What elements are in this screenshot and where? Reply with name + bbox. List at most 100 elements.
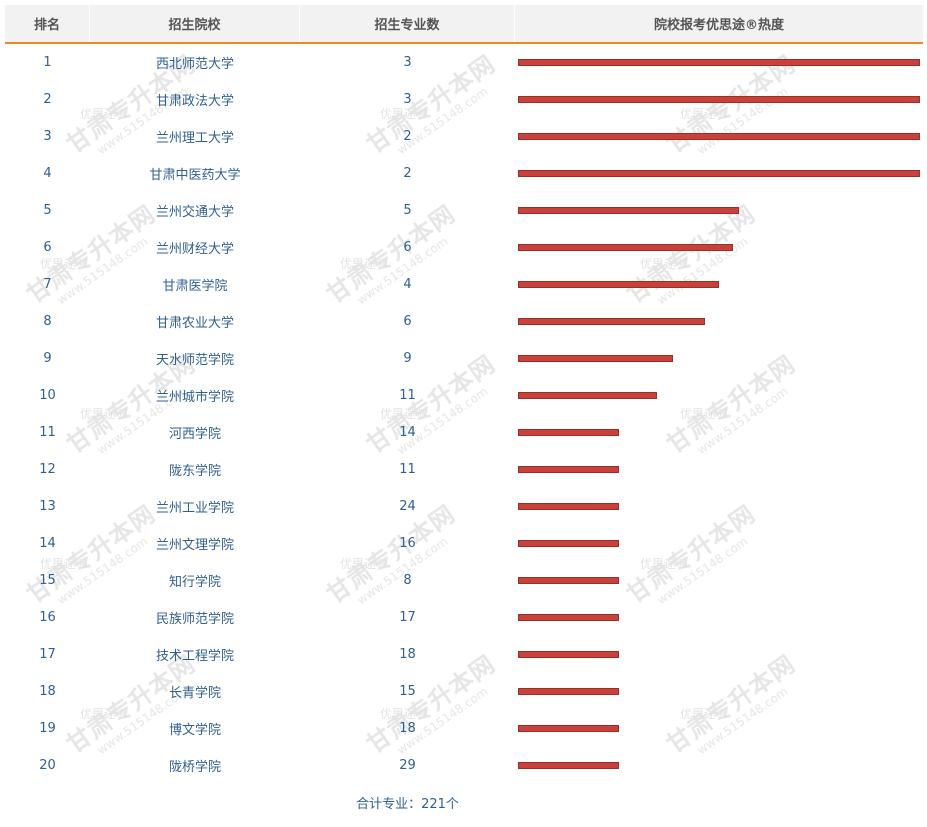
school-name[interactable]: 长青学院 (168, 686, 221, 701)
heat-bar (518, 170, 920, 177)
heat-bar-track (518, 229, 920, 266)
heat-bar-track (518, 562, 920, 599)
rank-cell: 5 (43, 203, 52, 218)
heat-cell (515, 192, 923, 229)
rank-cell: 15 (39, 573, 56, 588)
school-name[interactable]: 兰州工业学院 (155, 501, 234, 516)
rank-cell: 19 (39, 721, 56, 736)
table-row: 7 甘肃医学院 4 (5, 266, 923, 303)
heat-cell (515, 525, 923, 562)
major-count: 3 (403, 92, 412, 107)
heat-cell (515, 44, 923, 81)
rank-cell: 7 (43, 277, 52, 292)
school-name[interactable]: 民族师范学院 (155, 612, 234, 627)
heat-cell (515, 81, 923, 118)
school-name[interactable]: 陇桥学院 (168, 760, 221, 775)
school-name[interactable]: 天水师范学院 (155, 353, 234, 368)
major-count: 24 (399, 499, 416, 514)
table-row: 18 长青学院 15 (5, 673, 923, 710)
heat-bar (518, 577, 619, 584)
major-count: 29 (399, 758, 416, 773)
heat-cell (515, 118, 923, 155)
rank-cell: 10 (39, 388, 56, 403)
header-majors: 招生专业数 (300, 5, 515, 42)
heat-bar-track (518, 118, 920, 155)
heat-bar (518, 466, 619, 473)
heat-bar-track (518, 340, 920, 377)
major-count: 5 (403, 203, 412, 218)
school-name[interactable]: 陇东学院 (168, 464, 221, 479)
table-header: 排名 招生院校 招生专业数 院校报考优思途®热度 (5, 5, 923, 42)
school-name[interactable]: 知行学院 (168, 575, 221, 590)
total-majors: 合计专业：221个 (356, 796, 459, 812)
school-name[interactable]: 兰州理工大学 (155, 131, 234, 146)
school-name[interactable]: 河西学院 (168, 427, 221, 442)
rank-cell: 6 (43, 240, 52, 255)
heat-cell (515, 562, 923, 599)
school-name[interactable]: 甘肃农业大学 (155, 316, 234, 331)
heat-bar (518, 614, 619, 621)
major-count: 15 (399, 684, 416, 699)
table-row: 3 兰州理工大学 2 (5, 118, 923, 155)
school-name[interactable]: 技术工程学院 (155, 649, 234, 664)
school-name[interactable]: 兰州财经大学 (155, 242, 234, 257)
major-count: 3 (403, 55, 412, 70)
rank-cell: 9 (43, 351, 52, 366)
table-row: 11 河西学院 14 (5, 414, 923, 451)
heat-bar-track (518, 636, 920, 673)
major-count: 9 (403, 351, 412, 366)
table-row: 14 兰州文理学院 16 (5, 525, 923, 562)
heat-cell (515, 488, 923, 525)
heat-bar (518, 133, 920, 140)
school-name[interactable]: 兰州交通大学 (155, 205, 234, 220)
heat-cell (515, 710, 923, 747)
rank-cell: 11 (39, 425, 56, 440)
major-count: 17 (399, 610, 416, 625)
school-name[interactable]: 甘肃医学院 (162, 279, 228, 294)
heat-bar (518, 281, 719, 288)
heat-cell (515, 377, 923, 414)
heat-bar-track (518, 266, 920, 303)
heat-bar-track (518, 414, 920, 451)
heat-bar-track (518, 673, 920, 710)
major-count: 2 (403, 129, 412, 144)
table-row: 6 兰州财经大学 6 (5, 229, 923, 266)
rank-cell: 1 (43, 55, 52, 70)
school-name[interactable]: 博文学院 (168, 723, 221, 738)
heat-bar-track (518, 155, 920, 192)
school-name[interactable]: 甘肃中医药大学 (149, 168, 241, 183)
heat-bar (518, 540, 619, 547)
table-row: 20 陇桥学院 29 (5, 747, 923, 784)
heat-cell (515, 636, 923, 673)
school-name[interactable]: 甘肃政法大学 (155, 94, 234, 109)
school-name[interactable]: 西北师范大学 (155, 57, 234, 72)
table-row: 9 天水师范学院 9 (5, 340, 923, 377)
heat-cell (515, 414, 923, 451)
rank-cell: 17 (39, 647, 56, 662)
table-body: 1 西北师范大学 3 2 甘肃政法大学 3 3 兰州理工大学 2 4 甘肃中医药大学 2 5 兰州交通大学… (5, 44, 923, 784)
school-name[interactable]: 兰州城市学院 (155, 390, 234, 405)
major-count: 4 (403, 277, 412, 292)
major-count: 14 (399, 425, 416, 440)
heat-cell (515, 266, 923, 303)
heat-bar-track (518, 81, 920, 118)
table-row: 12 陇东学院 11 (5, 451, 923, 488)
heat-cell (515, 340, 923, 377)
table-row: 17 技术工程学院 18 (5, 636, 923, 673)
heat-cell (515, 599, 923, 636)
rank-cell: 12 (39, 462, 56, 477)
table-row: 2 甘肃政法大学 3 (5, 81, 923, 118)
heat-bar (518, 207, 739, 214)
heat-bar (518, 96, 920, 103)
heat-bar-track (518, 710, 920, 747)
table-row: 15 知行学院 8 (5, 562, 923, 599)
heat-cell (515, 747, 923, 784)
table-row: 10 兰州城市学院 11 (5, 377, 923, 414)
header-rank: 排名 (5, 5, 90, 42)
heat-cell (515, 155, 923, 192)
heat-bar-track (518, 488, 920, 525)
table-row: 1 西北师范大学 3 (5, 44, 923, 81)
school-name[interactable]: 兰州文理学院 (155, 538, 234, 553)
rank-cell: 2 (43, 92, 52, 107)
heat-bar (518, 244, 733, 251)
